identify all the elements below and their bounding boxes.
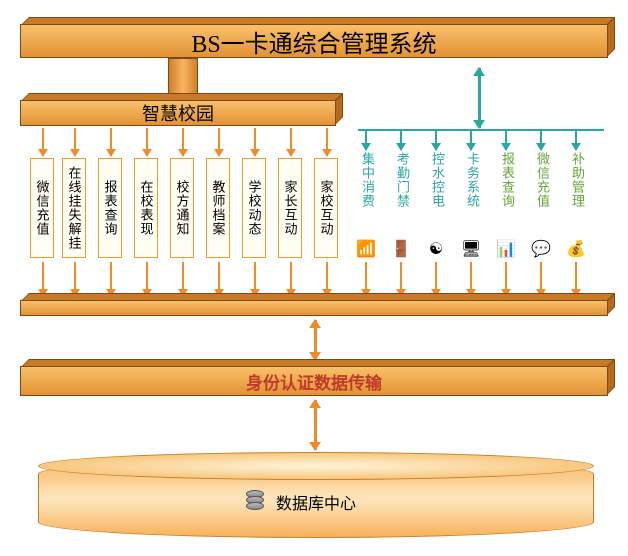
auth-to-db-arrow [314,400,317,450]
mid-to-auth-arrow [314,320,317,360]
left-module-box: 校方通知 [170,158,194,258]
right-module-label: 微信充值 [533,152,552,208]
auth-bar: 身份认证数据传输 [20,366,608,396]
database-cylinder: 数据库中心 [38,458,594,538]
module-to-mid-arrow [218,262,220,296]
module-to-mid-arrow [540,262,542,296]
mid-collector-bar [20,300,608,316]
module-to-mid-arrow [290,262,292,296]
module-to-mid-arrow [435,262,437,296]
smart-campus-bar: 智慧校园 [20,100,336,126]
right-module-label: 考勤门禁 [393,152,412,208]
module-to-mid-arrow [254,262,256,296]
campus-to-module-arrow [42,128,44,156]
right-module-icon: ☯ [425,238,447,260]
campus-to-module-arrow [74,128,76,156]
module-to-mid-arrow [74,262,76,296]
left-module-box: 报表查询 [98,158,122,258]
right-module-icon: 💰 [565,238,587,260]
campus-to-module-arrow [290,128,292,156]
top-system-bar: BS一卡通综合管理系统 [20,24,608,58]
module-to-mid-arrow [365,262,367,296]
right-module-label: 补助管理 [568,152,587,208]
module-to-mid-arrow [110,262,112,296]
distributor-drop-arrow [470,130,472,150]
right-module-icon: 🚪 [390,238,412,260]
left-module-box: 家校互动 [314,158,338,258]
module-to-mid-arrow [146,262,148,296]
module-to-mid-arrow [42,262,44,296]
distributor-drop-arrow [400,130,402,150]
left-module-box: 在线挂失解挂 [62,158,86,258]
left-module-box: 微信充值 [30,158,54,258]
right-module-icon: 🖥 [460,238,482,260]
module-to-mid-arrow [470,262,472,296]
database-label: 数据库中心 [38,490,594,514]
system-architecture-diagram: BS一卡通综合管理系统 智慧校园 微信充值在线挂失解挂报表查询在校表现校方通知教… [8,8,620,548]
distributor-drop-arrow [540,130,542,150]
right-module-label: 集中消费 [358,152,377,208]
top-system-title: BS一卡通综合管理系统 [21,25,607,57]
module-to-mid-arrow [505,262,507,296]
campus-to-module-arrow [146,128,148,156]
left-module-box: 在校表现 [134,158,158,258]
right-module-icon: 💬 [530,238,552,260]
left-module-box: 学校动态 [242,158,266,258]
module-to-mid-arrow [182,262,184,296]
module-to-mid-arrow [400,262,402,296]
distributor-drop-arrow [505,130,507,150]
campus-to-module-arrow [110,128,112,156]
module-to-mid-arrow [326,262,328,296]
right-module-icon: 📶 [355,238,377,260]
right-module-label: 报表查询 [498,152,517,208]
left-module-box: 教师档案 [206,158,230,258]
campus-to-module-arrow [218,128,220,156]
right-module-icon: 📊 [495,238,517,260]
campus-to-module-arrow [254,128,256,156]
right-module-label: 卡务系统 [463,152,482,208]
module-to-mid-arrow [575,262,577,296]
campus-to-module-arrow [182,128,184,156]
smart-campus-title: 智慧校园 [21,101,335,125]
distributor-drop-arrow [365,130,367,150]
right-module-label: 控水控电 [428,152,447,208]
auth-title: 身份认证数据传输 [21,367,607,395]
top-to-right-arrow [478,68,481,128]
left-module-box: 家长互动 [278,158,302,258]
campus-to-module-arrow [326,128,328,156]
distributor-drop-arrow [435,130,437,150]
distributor-drop-arrow [575,130,577,150]
